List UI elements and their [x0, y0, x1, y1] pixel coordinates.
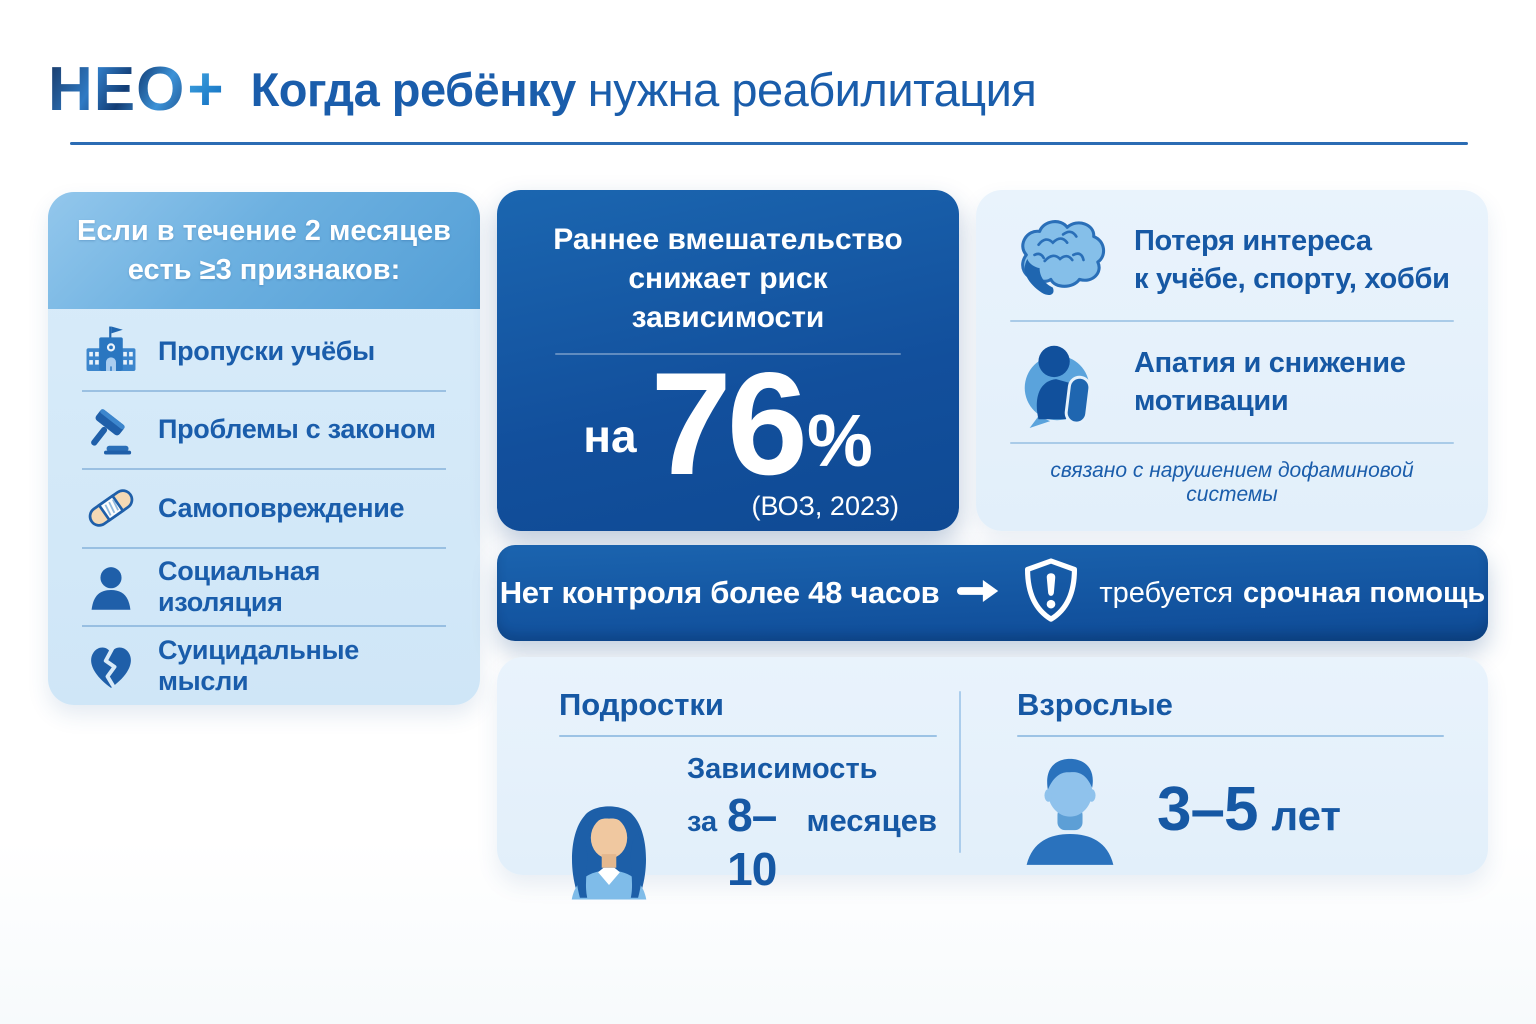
- timeline-divider: [959, 691, 961, 853]
- symptom-label-line1: Апатия и снижение: [1134, 346, 1406, 379]
- shield-exclamation-icon: [1021, 557, 1081, 630]
- alert-suffix-bold: срочная помощь: [1243, 576, 1486, 609]
- adults-value: 3–5: [1157, 775, 1258, 844]
- page-title-rest: нужна реабилитация: [587, 62, 1037, 116]
- symptom-loss-of-interest: Потеря интереса к учёбе, спорту, хобби: [1010, 200, 1454, 320]
- teens-line1: Зависимость: [687, 753, 878, 785]
- stat-panel: Раннее вмешательство снижает риск зависи…: [497, 190, 959, 531]
- symptom-label-line2: к учёбе, спорту, хобби: [1134, 263, 1450, 295]
- criteria-panel-heading: Если в течение 2 месяцев есть ≥3 признак…: [48, 192, 480, 309]
- symptom-apathy: Апатия и снижение мотивации: [1010, 322, 1454, 442]
- alert-suffix: требуется срочная помощь: [1099, 577, 1485, 610]
- symptoms-panel: Потеря интереса к учёбе, спорту, хобби А…: [976, 190, 1488, 531]
- symptom-label-line2: мотивации: [1134, 385, 1289, 417]
- header-divider: [70, 142, 1468, 145]
- gavel-icon: [82, 401, 140, 459]
- teens-heading-underline: [559, 735, 937, 737]
- adults-row: 3–5 лет: [1017, 749, 1444, 870]
- stat-percent-sign: %: [806, 399, 873, 483]
- teens-heading: Подростки: [559, 687, 724, 722]
- person-icon: [82, 558, 140, 616]
- header: НЕО+ Когда ребёнку нужна реабилитация: [48, 48, 1472, 130]
- teens-value: 8–10: [727, 789, 777, 895]
- apathy-icon: [1010, 334, 1108, 430]
- stat-heading: Раннее вмешательство снижает риск зависи…: [531, 220, 925, 337]
- list-item-label: Социальная изоляция: [158, 555, 321, 617]
- teens-row: Зависимость за 8–10 месяцев: [559, 753, 937, 906]
- symptoms-divider: [1010, 320, 1454, 322]
- alert-banner: Нет контроля более 48 часов требуется сро…: [497, 545, 1488, 641]
- timeline-panel: Подростки Зависимость: [497, 657, 1488, 900]
- stat-value-row: на 76 %: [531, 342, 925, 505]
- page-title-emphasis: Когда ребёнку: [250, 62, 577, 116]
- adults-heading: Взрослые: [1017, 687, 1173, 722]
- adults-text: 3–5 лет: [1157, 774, 1341, 845]
- list-item-social-isolation: Социальная изоляция: [82, 549, 446, 627]
- dopamine-footnote: связано с нарушением дофаминовой системы: [1050, 459, 1414, 506]
- list-item-suicidal-thoughts: Суицидальные мысли: [82, 627, 446, 706]
- logo-text: НЕО: [48, 54, 186, 124]
- stat-prefix: на: [583, 410, 637, 463]
- list-item-self-harm: Самоповреждение: [82, 470, 446, 549]
- symptom-label: Потеря интереса к учёбе, спорту, хобби: [1134, 222, 1450, 299]
- list-item-label: Суицидальные мысли: [158, 635, 359, 697]
- criteria-panel: Если в течение 2 месяцев есть ≥3 признак…: [48, 192, 480, 705]
- bandage-icon: [82, 479, 140, 537]
- criteria-list: Пропуски учёбы Проблемы с законом: [48, 309, 480, 706]
- symptom-label: Апатия и снижение мотивации: [1134, 344, 1406, 421]
- brain-icon: [1010, 212, 1108, 308]
- teens-prefix: за: [687, 806, 718, 838]
- symptoms-divider: [1010, 442, 1454, 444]
- logo: НЕО+: [48, 54, 225, 125]
- broken-heart-icon: [82, 637, 140, 695]
- stat-heading-line2: снижает риск зависимости: [628, 262, 828, 334]
- alert-text: Нет контроля более 48 часов: [499, 575, 940, 610]
- list-item-label: Пропуски учёбы: [158, 335, 375, 366]
- teens-suffix: месяцев: [806, 803, 937, 838]
- stat-source: (ВОЗ, 2023): [751, 491, 899, 522]
- adults-suffix: лет: [1271, 792, 1341, 839]
- list-item-label: Проблемы с законом: [158, 414, 436, 445]
- teens-column: Подростки Зависимость: [497, 657, 959, 900]
- list-item-law-problems: Проблемы с законом: [82, 392, 446, 470]
- list-item-school-absence: Пропуски учёбы: [82, 313, 446, 392]
- criteria-heading-line2: есть ≥3 признаков:: [127, 253, 401, 286]
- adults-column: Взрослые 3–5 лет: [961, 657, 1488, 875]
- stat-heading-line1: Раннее вмешательство: [553, 223, 903, 256]
- page-title: Когда ребёнку нужна реабилитация: [251, 62, 1037, 117]
- criteria-heading-line1: Если в течение 2 месяцев: [77, 215, 451, 248]
- teens-line2: за 8–10 месяцев: [687, 788, 937, 896]
- symptom-label-line1: Потеря интереса: [1134, 224, 1372, 257]
- alert-suffix-regular: требуется: [1099, 576, 1234, 609]
- stat-value: 76: [650, 342, 808, 505]
- school-icon: [82, 322, 140, 380]
- logo-plus-icon: +: [187, 54, 225, 124]
- stat-divider: [554, 353, 902, 355]
- teen-avatar: [559, 789, 659, 906]
- arrow-right-icon: [957, 575, 1003, 612]
- list-item-label: Самоповреждение: [158, 492, 405, 523]
- adult-avatar: [1017, 749, 1123, 870]
- teens-text: Зависимость за 8–10 месяцев: [687, 753, 937, 896]
- adults-heading-underline: [1017, 735, 1444, 737]
